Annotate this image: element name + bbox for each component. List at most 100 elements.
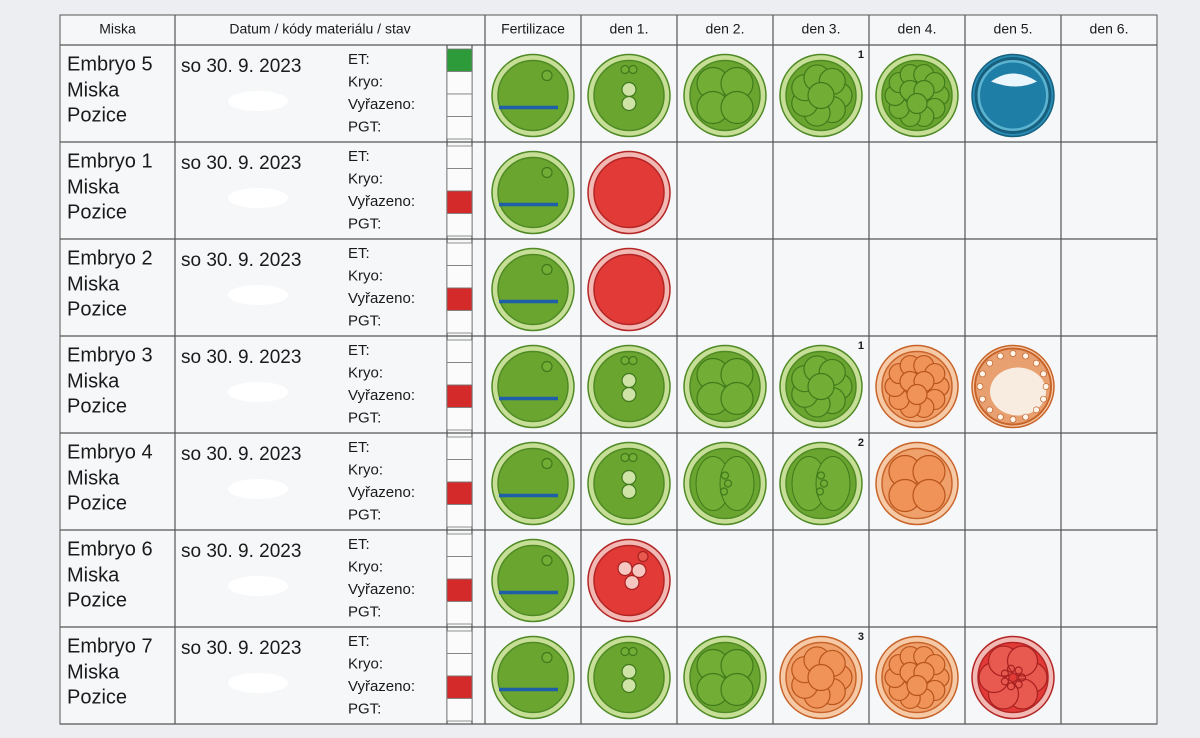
cell bbox=[541, 69, 553, 82]
status-box bbox=[446, 384, 473, 408]
status-label: Kryo: bbox=[348, 558, 383, 575]
cell bbox=[1040, 395, 1047, 403]
status-box bbox=[446, 48, 473, 72]
cell bbox=[497, 641, 569, 714]
status-box bbox=[446, 168, 473, 192]
day-note: 2 bbox=[858, 437, 864, 449]
cell bbox=[1014, 666, 1023, 675]
cell bbox=[1009, 416, 1017, 423]
status-box bbox=[446, 310, 473, 334]
date: so 30. 9. 2023 bbox=[181, 250, 301, 271]
cell bbox=[997, 352, 1004, 360]
cell bbox=[1000, 677, 1009, 686]
embryo-icon bbox=[875, 441, 959, 526]
status-label: PGT: bbox=[348, 312, 381, 329]
embryo-icon bbox=[491, 247, 575, 332]
embryo-icon bbox=[779, 441, 863, 526]
day-note: 1 bbox=[858, 49, 864, 61]
cell bbox=[1006, 682, 1016, 691]
status-box bbox=[446, 630, 473, 654]
cell bbox=[628, 355, 638, 366]
embryo-icon bbox=[587, 150, 671, 235]
cell bbox=[720, 381, 754, 416]
header-cell: Fertilizace bbox=[501, 21, 565, 37]
position-label: Pozice bbox=[67, 589, 127, 611]
cell bbox=[906, 92, 928, 115]
cell bbox=[541, 166, 553, 179]
cell bbox=[997, 413, 1004, 421]
cell bbox=[1009, 350, 1017, 357]
cell bbox=[1014, 680, 1023, 689]
status-label: PGT: bbox=[348, 506, 381, 523]
status-box bbox=[446, 533, 473, 557]
cell bbox=[807, 663, 835, 692]
header-cell: den 5. bbox=[994, 21, 1033, 37]
cell bbox=[620, 452, 630, 463]
cell bbox=[819, 479, 829, 488]
redacted-code bbox=[228, 91, 288, 111]
header-cell: den 3. bbox=[802, 21, 841, 37]
status-box bbox=[446, 116, 473, 140]
embryo-icon bbox=[683, 635, 767, 720]
cell bbox=[1022, 352, 1029, 360]
dish-label: Miska bbox=[67, 79, 120, 101]
embryo-name: Embryo 4 bbox=[67, 441, 153, 463]
redacted-code bbox=[228, 285, 288, 305]
cell bbox=[720, 672, 754, 707]
cell bbox=[719, 456, 755, 511]
cell bbox=[621, 95, 637, 112]
status-box bbox=[446, 145, 473, 169]
status-label: Vyřazeno: bbox=[348, 678, 415, 695]
cell bbox=[906, 383, 928, 406]
cell bbox=[497, 253, 569, 326]
status-label: ET: bbox=[348, 51, 370, 68]
cell bbox=[497, 350, 569, 423]
status-label: Kryo: bbox=[348, 655, 383, 672]
date: so 30. 9. 2023 bbox=[181, 444, 301, 465]
cavity bbox=[990, 367, 1046, 416]
status-label: Vyřazeno: bbox=[348, 193, 415, 210]
embryo-icon bbox=[875, 53, 959, 138]
redacted-code bbox=[228, 479, 288, 499]
cell bbox=[637, 550, 649, 563]
header-cell: Datum / kódy materiálu / stav bbox=[229, 21, 410, 37]
status-label: ET: bbox=[348, 536, 370, 553]
day-note: 1 bbox=[858, 340, 864, 352]
cell bbox=[541, 360, 553, 373]
embryo-icon bbox=[875, 635, 959, 720]
cell bbox=[980, 62, 1046, 129]
cell bbox=[1000, 669, 1009, 678]
cell bbox=[720, 471, 730, 480]
status-box bbox=[446, 481, 473, 505]
embryo-name: Embryo 3 bbox=[67, 344, 153, 366]
embryo-icon bbox=[683, 53, 767, 138]
day-note: 3 bbox=[858, 631, 864, 643]
status-label: Vyřazeno: bbox=[348, 581, 415, 598]
cell bbox=[621, 469, 637, 486]
cell bbox=[541, 554, 553, 567]
cell bbox=[986, 359, 993, 367]
cell bbox=[689, 641, 761, 714]
embryo-icon bbox=[491, 53, 575, 138]
embryo-icon bbox=[971, 635, 1055, 720]
header-cell: Miska bbox=[99, 21, 136, 37]
status-label: Vyřazeno: bbox=[348, 387, 415, 404]
date: so 30. 9. 2023 bbox=[181, 153, 301, 174]
dish-label: Miska bbox=[67, 370, 120, 392]
embryo-icon bbox=[971, 53, 1055, 138]
cell bbox=[689, 350, 761, 423]
status-box bbox=[446, 93, 473, 117]
status-label: PGT: bbox=[348, 409, 381, 426]
position-label: Pozice bbox=[67, 395, 127, 417]
cell bbox=[815, 456, 851, 511]
cell bbox=[1017, 673, 1027, 682]
cell bbox=[617, 560, 633, 577]
cell bbox=[815, 487, 825, 496]
status-label: ET: bbox=[348, 633, 370, 650]
cell bbox=[1022, 413, 1029, 421]
status-box bbox=[446, 601, 473, 625]
cell bbox=[1033, 406, 1040, 414]
cell bbox=[628, 646, 638, 657]
cell bbox=[621, 372, 637, 389]
